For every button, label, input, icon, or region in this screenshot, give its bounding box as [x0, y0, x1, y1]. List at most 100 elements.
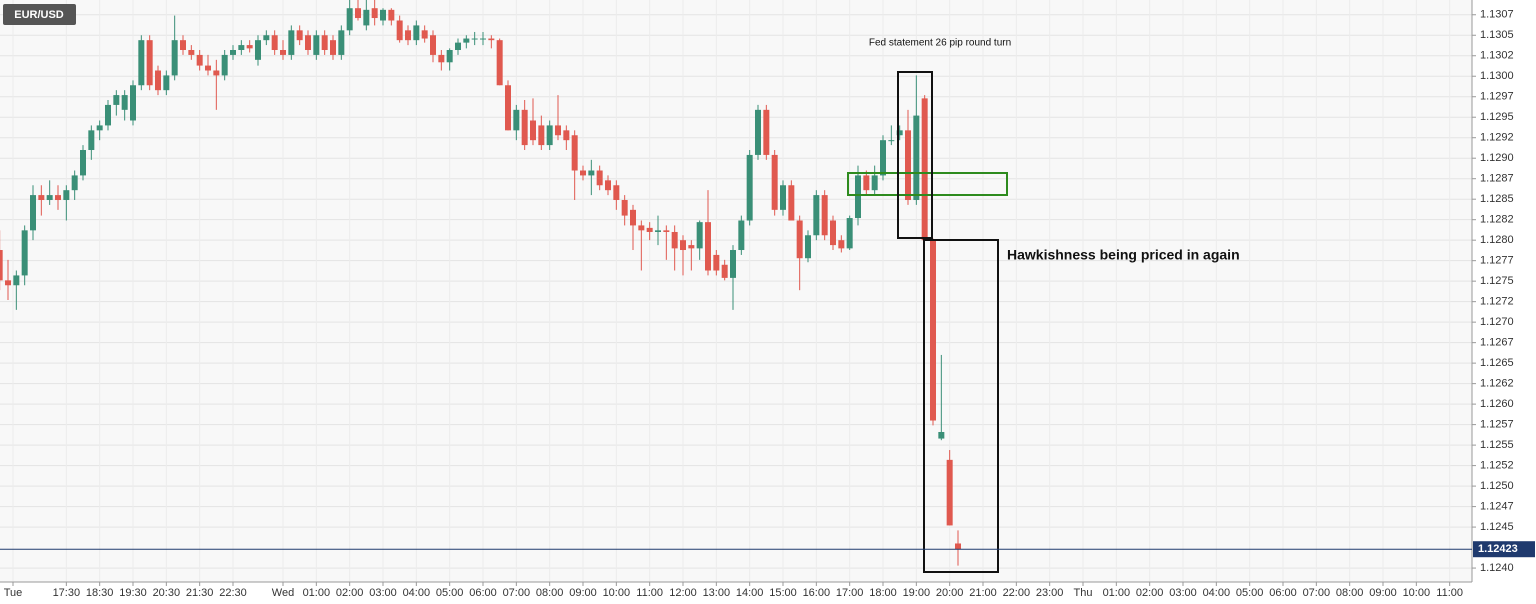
x-tick-label: 13:00: [703, 587, 731, 599]
candle-body: [588, 170, 595, 176]
candle-body: [455, 42, 461, 51]
candle-body: [838, 240, 845, 249]
candle-body: [705, 222, 711, 271]
x-tick-label: 04:00: [1203, 587, 1231, 599]
candle-body: [563, 130, 570, 141]
candle-body: [396, 20, 403, 41]
candle-body: [221, 54, 228, 76]
candle-body: [930, 240, 936, 421]
annotation-boxes: [847, 71, 1008, 573]
candle-body: [388, 9, 395, 21]
plot-background: [0, 0, 1472, 582]
x-tick-label: 23:00: [1036, 587, 1064, 599]
candle-body: [713, 254, 720, 271]
candle-body: [530, 120, 536, 141]
candle-body: [371, 8, 378, 19]
x-tick-label: 08:00: [1336, 587, 1364, 599]
candle-body: [663, 230, 670, 232]
candle-body: [80, 150, 86, 176]
x-tick-label: 06:00: [1269, 587, 1297, 599]
candle-body: [88, 130, 95, 151]
x-tick-label: 03:00: [1169, 587, 1197, 599]
y-tick-label: 1.1257: [1480, 419, 1514, 431]
x-tick-label: 12:00: [669, 587, 697, 599]
candle-body: [521, 109, 528, 146]
candle-body: [888, 140, 895, 142]
candle-body: [688, 245, 695, 249]
y-tick-label: 1.1262: [1480, 378, 1514, 390]
candle-body: [646, 227, 653, 232]
time-axis-background: [0, 582, 1472, 604]
candle-body: [355, 8, 361, 19]
candle-body: [505, 85, 511, 131]
y-tick-label: 1.1302: [1480, 50, 1514, 62]
candle-body: [113, 95, 120, 105]
candle-body: [496, 40, 503, 86]
candle-body: [430, 35, 436, 55]
candle-body: [696, 222, 703, 249]
y-tick-label: 1.1292: [1480, 132, 1514, 144]
last-price-badge: [1473, 541, 1535, 558]
candle-body: [171, 40, 178, 76]
y-tick-label: 1.1300: [1480, 70, 1514, 82]
candle-body: [813, 195, 820, 236]
fed-box: [897, 71, 933, 239]
last-price-label: 1.12423: [1478, 543, 1518, 555]
candle-body: [788, 185, 795, 221]
candle-body: [471, 38, 478, 40]
candle-body: [546, 125, 553, 146]
candle-body: [55, 195, 61, 201]
y-tick-label: 1.1245: [1480, 521, 1514, 533]
candle-body: [780, 185, 786, 210]
y-tick-label: 1.1280: [1480, 234, 1514, 246]
candle-body: [421, 30, 428, 39]
candle-body: [163, 75, 170, 91]
candle-body: [196, 54, 203, 66]
x-tick-label: 10:00: [603, 587, 631, 599]
candle-body: [755, 109, 761, 155]
x-tick-label: 22:30: [219, 587, 247, 599]
candle-body: [671, 231, 678, 249]
candle-body: [205, 65, 211, 71]
x-tick-label: 09:00: [1369, 587, 1397, 599]
candle-body: [213, 70, 220, 76]
x-tick-label: 02:00: [1136, 587, 1164, 599]
candle-body: [480, 38, 486, 40]
candle-body: [630, 209, 636, 226]
x-tick-label: Wed: [272, 587, 294, 599]
y-tick-label: 1.1295: [1480, 111, 1514, 123]
candle-body: [638, 225, 645, 231]
candle-body: [255, 40, 261, 60]
x-tick-label: 03:00: [369, 587, 397, 599]
candle-body: [238, 45, 245, 51]
candle-body: [946, 459, 953, 526]
candle-body: [246, 45, 253, 49]
y-tick-label: 1.1282: [1480, 214, 1514, 226]
candle-body: [905, 130, 911, 201]
candle-body: [830, 220, 836, 246]
symbol-badge: [3, 4, 76, 25]
candle-body: [30, 195, 36, 231]
grid: [0, 0, 1472, 582]
x-tick-label: 22:00: [1003, 587, 1031, 599]
x-tick-label: 16:00: [803, 587, 831, 599]
candle-body: [155, 70, 161, 91]
x-tick-label: 21:30: [186, 587, 214, 599]
candle-body: [305, 35, 311, 51]
candle-body: [46, 195, 53, 201]
candle-body: [105, 104, 111, 126]
x-tick-label: 17:00: [836, 587, 864, 599]
y-tick-label: 1.1252: [1480, 460, 1514, 472]
candle-body: [896, 130, 903, 136]
candle-body: [413, 25, 420, 41]
y-tick-label: 1.1247: [1480, 500, 1514, 512]
candle-body: [321, 35, 328, 51]
x-tick-label: 07:00: [503, 587, 531, 599]
x-tick-label: 17:30: [53, 587, 81, 599]
candle-body: [538, 125, 545, 146]
candle-body: [71, 175, 78, 191]
candle-body: [680, 240, 686, 251]
candle-body: [13, 275, 20, 286]
